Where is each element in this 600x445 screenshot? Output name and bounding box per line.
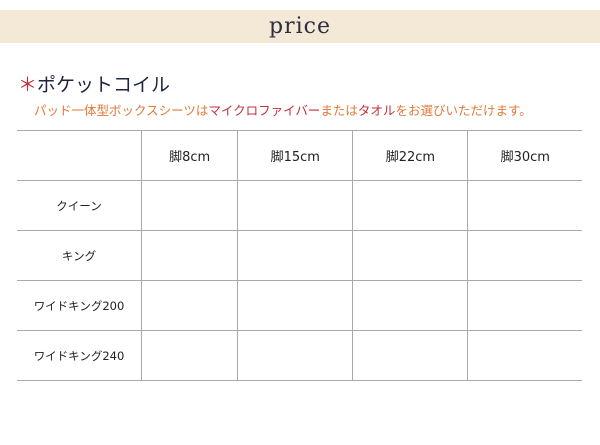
column-header: 脚30cm: [467, 130, 582, 181]
note-highlight: タオル: [357, 103, 396, 118]
price-cell: [467, 180, 582, 231]
price-cell: [237, 180, 353, 231]
asterisk-icon: ＊: [18, 74, 38, 96]
note-highlight: マイクロファイバー: [208, 103, 321, 118]
table-row: キング: [17, 230, 582, 281]
note-part: パッド一体型ボックスシーツは: [34, 103, 209, 118]
price-cell: [237, 330, 353, 381]
column-header: 脚8cm: [140, 130, 238, 181]
price-banner: price: [0, 10, 600, 43]
table-header-row: 脚8cm 脚15cm 脚22cm 脚30cm: [17, 130, 582, 181]
price-cell: [352, 180, 468, 231]
note-text: パッド一体型ボックスシーツはマイクロファイバーまたはタオルをお選びいただけます。: [34, 100, 532, 119]
price-cell: [467, 230, 582, 281]
note-part: をお選びいただけます。: [395, 103, 532, 118]
column-header: 脚15cm: [237, 130, 353, 181]
price-cell: [352, 280, 468, 331]
price-table: 脚8cm 脚15cm 脚22cm 脚30cm クイーン キング ワイドキング20…: [17, 130, 582, 381]
price-cell: [352, 330, 468, 381]
table-row: ワイドキング200: [17, 280, 582, 331]
table-row: クイーン: [17, 180, 582, 231]
price-cell: [352, 230, 468, 281]
row-label: クイーン: [17, 180, 142, 231]
column-header: [17, 130, 142, 181]
price-cell: [140, 180, 238, 231]
price-cell: [140, 280, 238, 331]
row-label: ワイドキング240: [17, 330, 142, 381]
price-cell: [237, 230, 353, 281]
price-cell: [140, 330, 238, 381]
section-heading: ＊ポケットコイル: [18, 70, 170, 97]
price-cell: [140, 230, 238, 281]
row-label: キング: [17, 230, 142, 281]
section-title: ポケットコイル: [37, 74, 171, 96]
table-row: ワイドキング240: [17, 330, 582, 381]
price-cell: [467, 330, 582, 381]
row-label: ワイドキング200: [17, 280, 142, 331]
column-header: 脚22cm: [352, 130, 468, 181]
price-cell: [237, 280, 353, 331]
note-part: または: [320, 103, 358, 118]
price-cell: [467, 280, 582, 331]
